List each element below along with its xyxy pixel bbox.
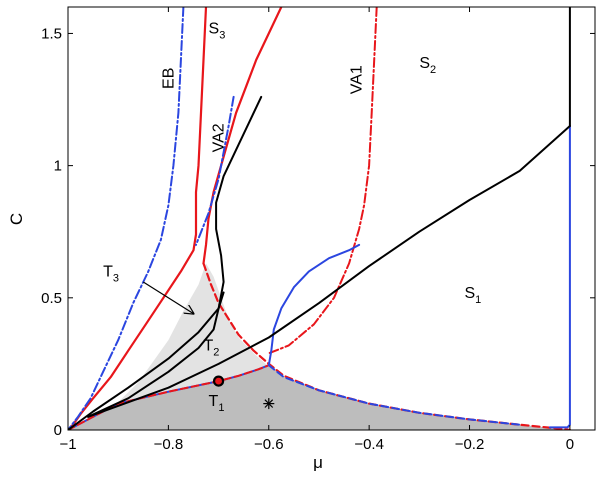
label-subscript: 1 <box>475 294 481 306</box>
x-tick-label: −0.2 <box>455 436 485 453</box>
label-text: T <box>103 264 113 281</box>
label-text: EB <box>160 68 177 89</box>
x-tick-label: −0.4 <box>354 436 384 453</box>
label-text: S <box>209 20 220 37</box>
label-text: T <box>204 338 214 355</box>
label-subscript: 3 <box>113 273 119 285</box>
x-tick-label: −0.6 <box>254 436 284 453</box>
special-point-circle <box>212 375 225 387</box>
label-t2: T2 <box>204 338 220 359</box>
x-tick-label: −1 <box>59 436 76 453</box>
y-axis-ticks: 0 0.5 1 1.5 <box>41 25 595 439</box>
label-va2: VA2 <box>211 123 228 152</box>
label-subscript: 1 <box>218 402 224 414</box>
y-axis-label: C <box>7 213 26 225</box>
label-subscript: 2 <box>213 347 219 359</box>
curve-13 <box>87 125 571 418</box>
y-tick-label: 0.5 <box>41 290 62 307</box>
curve-0 <box>68 7 208 430</box>
curve-8 <box>68 364 270 430</box>
curve-10 <box>548 125 571 429</box>
special-point-star <box>263 398 275 410</box>
label-eb: EB <box>160 68 177 89</box>
label-text: S <box>465 285 476 302</box>
curve-11 <box>68 95 263 430</box>
label-text: S <box>419 55 430 72</box>
label-s3: S3 <box>209 20 226 41</box>
label-va1: VA1 <box>349 65 366 94</box>
curve-3 <box>267 7 378 355</box>
label-subscript: 2 <box>430 64 436 76</box>
label-t3: T3 <box>103 264 119 285</box>
label-text: VA1 <box>349 65 366 94</box>
x-axis-ticks: −1 −0.8 −0.6 −0.4 −0.2 0 <box>59 7 574 453</box>
x-axis-label: μ <box>313 453 323 472</box>
label-text: VA2 <box>211 123 228 152</box>
label-subscript: 3 <box>219 29 225 41</box>
label-text: T <box>209 393 219 410</box>
label-s2: S2 <box>419 55 436 76</box>
curve-12 <box>87 291 225 418</box>
y-tick-label: 0 <box>54 422 62 439</box>
label-s1: S1 <box>465 285 482 306</box>
y-tick-label: 1 <box>54 158 62 175</box>
curve-4 <box>68 7 185 430</box>
curve-5 <box>195 95 235 246</box>
t3-arrow <box>142 281 193 314</box>
star-stroke <box>264 399 274 408</box>
x-tick-label: −0.8 <box>154 436 184 453</box>
y-tick-label: 1.5 <box>41 25 62 42</box>
plot-background <box>68 7 595 430</box>
label-t1: T1 <box>209 393 225 414</box>
curve-6 <box>267 243 361 367</box>
curve-series <box>68 7 572 430</box>
plot-frame <box>67 6 596 431</box>
x-tick-label: 0 <box>566 436 574 453</box>
curve-9 <box>267 364 521 426</box>
special-points <box>212 375 275 410</box>
annotation-arrow <box>142 281 193 314</box>
curve-1 <box>202 7 283 265</box>
shaded-region-dark <box>68 365 570 430</box>
